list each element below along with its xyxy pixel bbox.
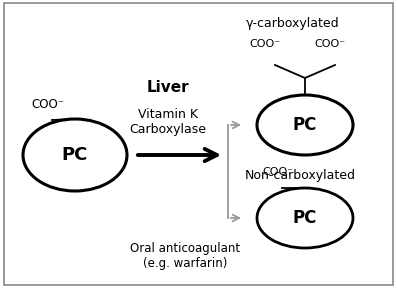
- Text: γ-carboxylated: γ-carboxylated: [246, 18, 340, 31]
- Text: Liver: Liver: [146, 81, 189, 96]
- Text: COO⁻: COO⁻: [314, 39, 345, 49]
- Text: COO⁻: COO⁻: [31, 98, 64, 111]
- Text: COO⁻: COO⁻: [262, 167, 293, 177]
- Text: PC: PC: [293, 116, 317, 134]
- Ellipse shape: [257, 188, 353, 248]
- Text: Vitamin K
Carboxylase: Vitamin K Carboxylase: [129, 108, 206, 136]
- Text: COO⁻: COO⁻: [249, 39, 281, 49]
- Text: Oral anticoagulant
(e.g. warfarin): Oral anticoagulant (e.g. warfarin): [130, 242, 240, 270]
- Text: Non-carboxylated: Non-carboxylated: [245, 168, 355, 181]
- Ellipse shape: [257, 95, 353, 155]
- Text: PC: PC: [293, 209, 317, 227]
- Text: PC: PC: [62, 146, 88, 164]
- Ellipse shape: [23, 119, 127, 191]
